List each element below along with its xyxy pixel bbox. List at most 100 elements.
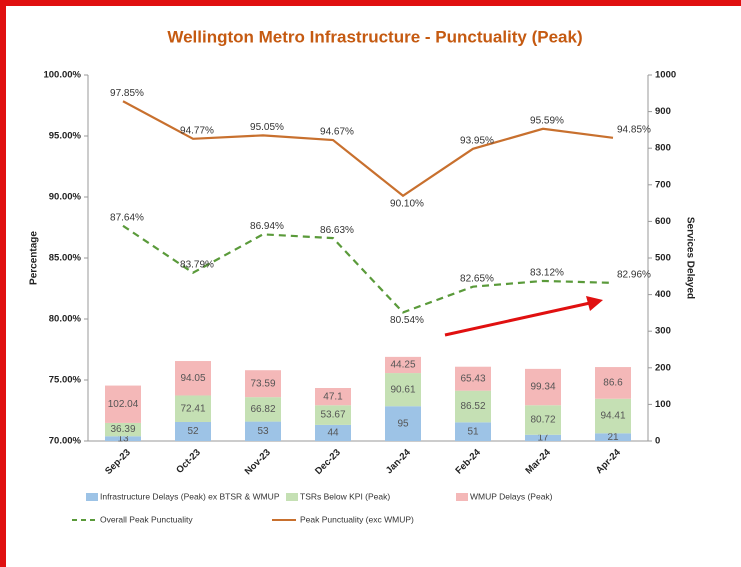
- y2-tick-label: 200: [655, 362, 671, 373]
- bar-segment: [455, 390, 491, 423]
- line-label: 86.94%: [250, 221, 284, 232]
- bar-label: 99.34: [530, 382, 555, 393]
- y-tick-label: 75.00%: [49, 375, 82, 386]
- bar-segment: [245, 370, 281, 398]
- bar-segment: [385, 406, 421, 441]
- bar-segment: [595, 398, 631, 434]
- chart-title: Wellington Metro Infrastructure - Punctu…: [167, 27, 582, 46]
- bar-segment: [385, 356, 421, 374]
- line-label: 93.95%: [460, 135, 494, 146]
- y2-tick-label: 700: [655, 179, 671, 190]
- annotation-arrow: [444, 301, 591, 337]
- bar-segment: [175, 421, 211, 441]
- line-label: 90.10%: [390, 198, 424, 209]
- y2-tick-label: 400: [655, 289, 671, 300]
- bar-segment: [245, 421, 281, 441]
- line-label: 94.77%: [180, 125, 214, 136]
- annotation-arrowhead: [586, 296, 603, 311]
- bar-label: 95: [397, 418, 409, 429]
- bar-label: 86.52: [460, 401, 485, 412]
- bar-label: 36.39: [110, 424, 135, 435]
- legend-label: Peak Punctuality (exc WMUP): [300, 514, 414, 524]
- y2-tick-label: 300: [655, 326, 671, 337]
- bar-segment: [105, 422, 141, 437]
- bar-label: 72.41: [180, 403, 205, 414]
- bar-label: 73.59: [250, 378, 275, 389]
- line-label: 97.85%: [110, 88, 144, 99]
- legend-label: TSRs Below KPI (Peak): [300, 491, 390, 501]
- bar-segment: [245, 397, 281, 422]
- bar-label: 65.43: [460, 373, 485, 384]
- line-label: 82.96%: [617, 270, 651, 281]
- y-tick-label: 85.00%: [49, 253, 82, 264]
- line-label: 83.79%: [180, 259, 214, 270]
- bar-label: 86.6: [603, 378, 623, 389]
- line-label: 87.64%: [110, 212, 144, 223]
- bar-segment: [105, 385, 141, 423]
- legend-swatch: [286, 493, 298, 501]
- bar-label: 51: [467, 426, 479, 437]
- bar-segment: [315, 405, 351, 425]
- y-tick-label: 95.00%: [49, 131, 82, 142]
- bar-label: 53.67: [320, 410, 345, 421]
- y-tick-label: 80.00%: [49, 314, 82, 325]
- bar-segment: [175, 395, 211, 422]
- bar-segment: [105, 436, 141, 441]
- bar-label: 52: [187, 426, 199, 437]
- line-label: 86.63%: [320, 225, 354, 236]
- bar-segment: [595, 367, 631, 399]
- y-tick-label: 70.00%: [49, 436, 82, 447]
- bar-segment: [315, 424, 351, 441]
- y-tick-label: 100.00%: [43, 70, 81, 81]
- legend-swatch: [86, 493, 98, 501]
- bar-label: 44: [327, 428, 339, 439]
- bar-segment: [315, 388, 351, 406]
- legend-swatch: [456, 493, 468, 501]
- bar-label: 21: [607, 432, 619, 443]
- bar-label: 66.82: [250, 404, 275, 415]
- y2-tick-label: 800: [655, 143, 671, 154]
- bar-segment: [455, 422, 491, 441]
- legend-label: WMUP Delays (Peak): [470, 491, 553, 501]
- line-label: 94.85%: [617, 124, 651, 135]
- line-label: 83.12%: [530, 268, 564, 279]
- bar-label: 47.1: [323, 391, 343, 402]
- bar-segment: [385, 373, 421, 407]
- line: [122, 224, 614, 314]
- line-label: 94.67%: [320, 127, 354, 138]
- bar-segment: [525, 434, 561, 441]
- bar-label: 53: [257, 426, 269, 437]
- line-label: 82.65%: [460, 273, 494, 284]
- y-axis-label: Percentage: [29, 231, 40, 285]
- bar-segment: [525, 405, 561, 435]
- bar-label: 94.05: [180, 373, 205, 384]
- y2-axis-label: Services Delayed: [684, 217, 695, 299]
- y2-tick-label: 100: [655, 399, 671, 410]
- line: [122, 100, 614, 198]
- bar-label: 80.72: [530, 415, 555, 426]
- line-label: 80.54%: [390, 315, 424, 326]
- y2-tick-label: 600: [655, 216, 671, 227]
- bar-segment: [595, 433, 631, 441]
- line-label: 95.59%: [530, 115, 564, 126]
- bar-segment: [525, 368, 561, 406]
- bar-segment: [455, 366, 491, 391]
- y2-tick-label: 0: [655, 436, 660, 447]
- bar-label: 102.04: [108, 399, 139, 410]
- bar-label: 44.25: [390, 360, 415, 371]
- y2-tick-label: 1000: [655, 70, 676, 81]
- legend-label: Infrastructure Delays (Peak) ex BTSR & W…: [100, 491, 280, 501]
- legend-label: Overall Peak Punctuality: [100, 514, 193, 524]
- y2-tick-label: 500: [655, 253, 671, 264]
- y-tick-label: 90.00%: [49, 192, 82, 203]
- bar-label: 17: [537, 433, 549, 444]
- bar-segment: [175, 361, 211, 396]
- bar-label: 90.61: [390, 384, 415, 395]
- y2-tick-label: 900: [655, 106, 671, 117]
- bar-label: 94.41: [600, 411, 625, 422]
- line-label: 95.05%: [250, 122, 284, 133]
- bar-label: 13: [117, 433, 129, 444]
